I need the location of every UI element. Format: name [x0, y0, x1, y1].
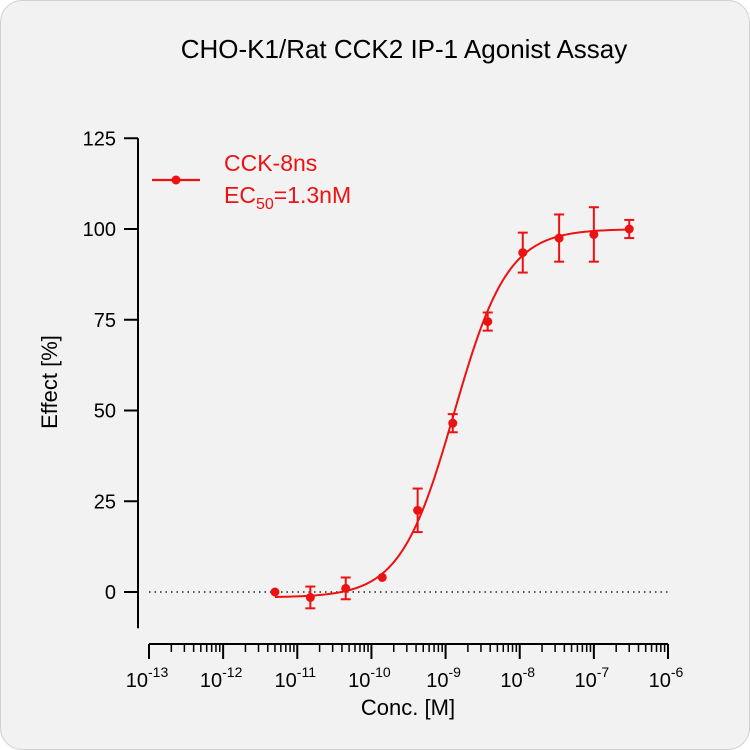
- y-tick-label: 125: [83, 128, 116, 150]
- legend-series-label: CCK-8ns: [224, 150, 317, 176]
- data-points: [270, 206, 635, 610]
- data-marker: [377, 572, 387, 582]
- data-point: [340, 576, 351, 601]
- x-axis-label: Conc. [M]: [361, 695, 455, 720]
- y-tick-label: 75: [94, 310, 116, 332]
- data-marker: [448, 418, 458, 428]
- data-point: [305, 585, 316, 610]
- x-tick-label: 10-13: [126, 664, 169, 692]
- y-axis-label: Effect [%]: [37, 335, 62, 429]
- y-tick-label: 50: [94, 401, 116, 423]
- data-point: [270, 587, 280, 597]
- legend-marker: [171, 175, 181, 185]
- x-tick-label: 10-11: [275, 664, 317, 692]
- data-point: [588, 206, 599, 263]
- data-marker: [554, 233, 564, 243]
- data-point: [447, 413, 458, 434]
- legend: CCK-8ns EC50=1.3nM: [152, 150, 351, 213]
- data-marker: [305, 592, 315, 602]
- data-point: [412, 487, 423, 534]
- legend-ec50-sub: 50: [256, 196, 274, 213]
- x-tick-label: 10-7: [575, 664, 610, 692]
- y-tick-label: 0: [105, 582, 116, 604]
- x-tick-label: 10-8: [500, 664, 535, 692]
- legend-ec50-main: EC: [224, 182, 256, 208]
- y-tick-label: 25: [94, 491, 116, 513]
- data-marker: [270, 587, 280, 597]
- data-marker: [589, 229, 599, 239]
- data-marker: [518, 248, 528, 258]
- data-marker: [413, 505, 423, 515]
- data-point: [624, 218, 635, 240]
- data-point: [517, 231, 528, 274]
- y-tick-label: 100: [83, 219, 116, 241]
- legend-ec50-rest: =1.3nM: [274, 182, 351, 208]
- x-tick-label: 10-12: [200, 664, 243, 692]
- y-axis: 0 25 50 75 100 125: [83, 128, 139, 629]
- chart-title: CHO-K1/Rat CCK2 IP-1 Agonist Assay: [181, 34, 628, 64]
- x-tick-label: 10-10: [348, 664, 391, 692]
- data-marker: [341, 583, 351, 593]
- x-tick-label: 10-6: [649, 664, 684, 692]
- data-marker: [624, 224, 634, 234]
- x-tick-label: 10-9: [426, 664, 461, 692]
- data-point: [482, 311, 493, 332]
- legend-ec50: EC50=1.3nM: [224, 182, 351, 213]
- x-axis: 10-13 10-12 10-11 10-10 10-9 10-8 10-7 10-6: [126, 643, 684, 692]
- data-point: [554, 213, 565, 263]
- data-point: [377, 572, 387, 582]
- data-marker: [483, 317, 493, 327]
